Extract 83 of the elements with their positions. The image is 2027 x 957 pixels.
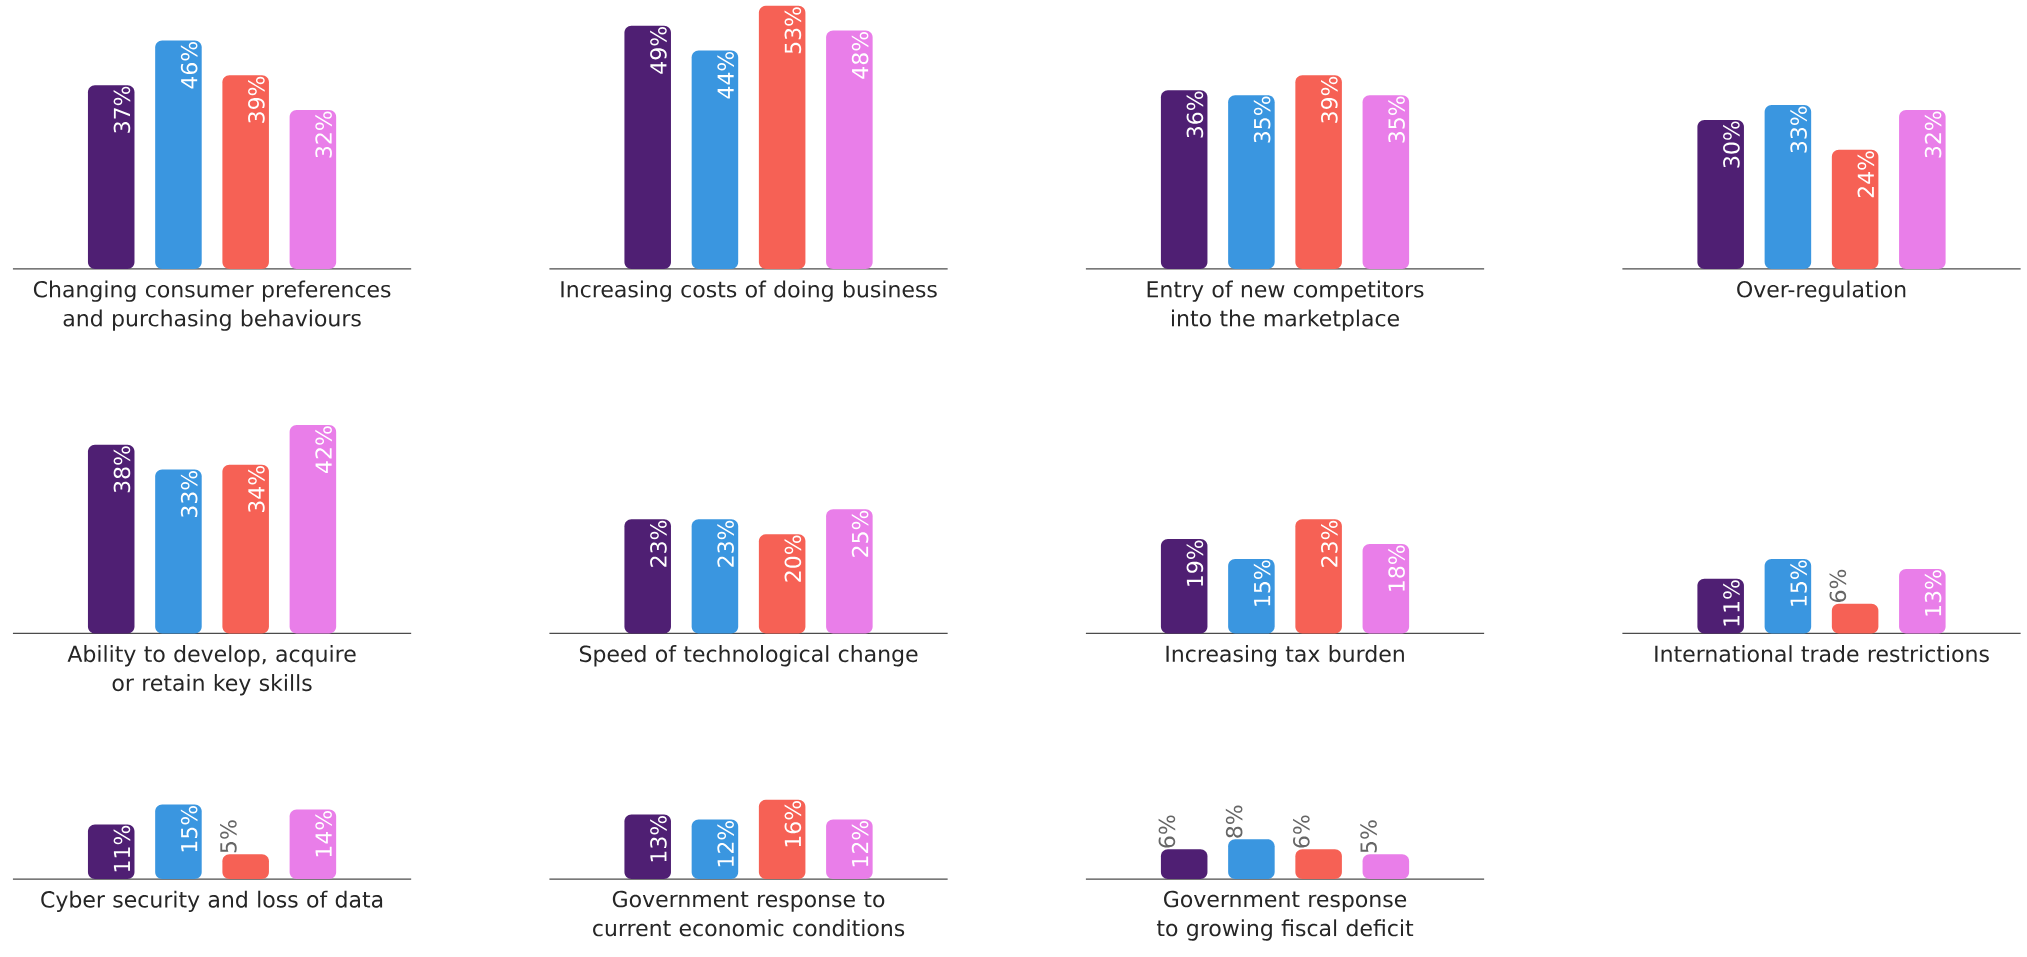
bar — [1160, 539, 1208, 634]
data-label: 5% — [220, 820, 237, 853]
data-label: 34% — [248, 466, 265, 513]
data-label: 11% — [113, 825, 131, 872]
data-label: 15% — [1253, 560, 1271, 606]
x-axis-title: Over-regulation — [1737, 280, 1906, 302]
data-label: 35% — [1388, 96, 1405, 143]
data-label: 39% — [1321, 76, 1338, 123]
data-label: 42% — [315, 426, 332, 473]
data-label: 48% — [851, 32, 869, 79]
data-label: 32% — [315, 111, 332, 158]
data-label: 19% — [1186, 540, 1204, 586]
bar — [289, 110, 337, 269]
data-label: 23% — [1321, 520, 1338, 567]
x-axis-title: International trade restrictions — [1655, 645, 1989, 663]
data-label: 39% — [248, 76, 265, 123]
bar — [1697, 119, 1744, 269]
data-label: 8% — [1225, 805, 1243, 838]
x-axis-title: Increasing costs of doing business — [561, 280, 937, 302]
bar — [1831, 149, 1879, 269]
x-axis-title: Government response to growing fiscal deficit — [1156, 890, 1414, 941]
bar — [1831, 603, 1879, 634]
bar — [1899, 110, 1946, 269]
x-axis-title: Ability to develop, acquire or retain key skills — [67, 645, 356, 696]
data-label: 35% — [1253, 96, 1271, 143]
bar — [826, 30, 873, 269]
data-label: 12% — [851, 820, 869, 867]
bar — [87, 444, 135, 634]
bar — [155, 804, 202, 880]
data-label: 36% — [1186, 91, 1204, 138]
data-label: 46% — [180, 41, 198, 89]
bar — [1228, 558, 1275, 634]
bar — [1764, 105, 1812, 269]
data-label: 13% — [1924, 570, 1942, 616]
data-label: 44% — [717, 51, 734, 99]
data-label: 18% — [1388, 545, 1405, 591]
bar — [155, 40, 202, 269]
data-label: 11% — [1723, 580, 1740, 626]
data-label: 53% — [784, 7, 802, 54]
data-label: 6% — [1158, 815, 1176, 848]
data-label: 20% — [784, 535, 802, 582]
bar — [624, 25, 671, 269]
bar — [222, 464, 269, 634]
data-label: 24% — [1857, 151, 1875, 198]
bar — [289, 424, 337, 634]
bar — [155, 469, 202, 634]
bar — [1362, 544, 1410, 634]
data-label: 49% — [650, 27, 667, 74]
data-label: 5% — [1360, 820, 1377, 853]
bar — [1899, 568, 1946, 634]
x-axis-title: Cyber security and loss of data — [41, 890, 383, 913]
bar — [222, 854, 269, 880]
data-label: 13% — [650, 815, 667, 862]
data-label: 33% — [1790, 106, 1807, 153]
x-axis-title: Speed of technological change — [579, 645, 918, 667]
bar — [758, 5, 806, 269]
bar — [222, 75, 269, 269]
data-label: 38% — [113, 446, 131, 493]
data-label: 37% — [113, 86, 131, 133]
x-axis-title: Government response to current economic conditions — [593, 890, 905, 937]
data-label: 23% — [650, 520, 667, 567]
data-label: 14% — [315, 810, 332, 857]
data-label: 16% — [784, 801, 802, 847]
bar — [87, 824, 135, 880]
data-label: 25% — [851, 510, 869, 557]
bar — [1295, 519, 1342, 634]
data-label: 33% — [180, 471, 198, 518]
bar — [691, 50, 739, 269]
bar — [1764, 558, 1812, 634]
x-axis-title: Increasing tax burden — [1166, 645, 1404, 667]
x-axis-title: Changing consumer preferences and purchasing behaviours — [33, 280, 391, 331]
data-label: 6% — [1293, 815, 1310, 848]
bar — [1697, 578, 1744, 634]
data-label: 15% — [1790, 560, 1807, 606]
data-label: 32% — [1924, 111, 1942, 158]
data-label: 23% — [717, 520, 734, 567]
bar — [289, 809, 337, 880]
data-label: 30% — [1723, 121, 1740, 168]
x-axis-title: Entry of new competitors into the marketplace — [1147, 280, 1424, 331]
data-label: 12% — [717, 820, 734, 867]
data-label: 15% — [180, 806, 198, 852]
data-label: 6% — [1829, 569, 1847, 602]
bar — [87, 85, 135, 269]
